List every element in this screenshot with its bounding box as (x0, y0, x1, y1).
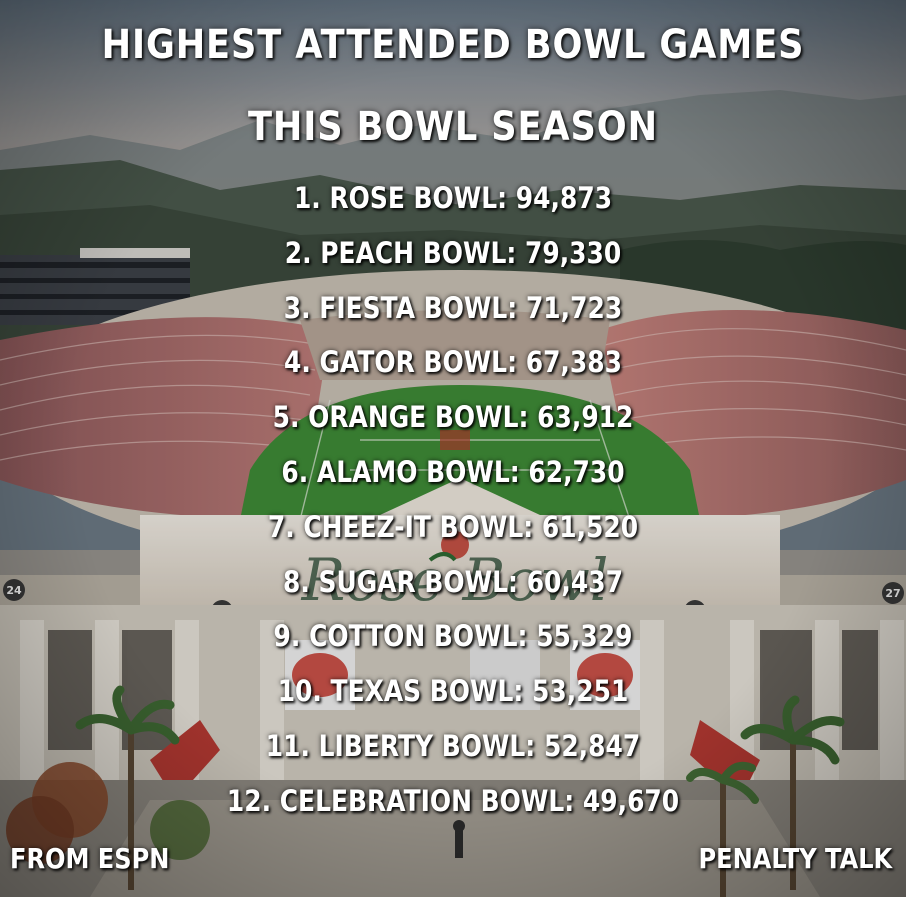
title-line-2: THIS BOWL SEASON (248, 104, 658, 150)
source-credit: FROM ESPN (10, 842, 170, 875)
ranking-item-9: 9. COTTON BOWL: 55,329 (273, 619, 633, 654)
ranking-item-11: 11. LIBERTY BOWL: 52,847 (265, 728, 641, 763)
ranking-item-12: 12. CELEBRATION BOWL: 49,670 (226, 783, 680, 818)
ranking-item-8: 8. SUGAR BOWL: 60,437 (283, 564, 623, 599)
brand-watermark: PENALTY TALK (698, 842, 892, 875)
ranking-item-6: 6. ALAMO BOWL: 62,730 (281, 454, 625, 489)
ranking-item-1: 1. ROSE BOWL: 94,873 (293, 181, 613, 215)
ranking-item-2: 2. PEACH BOWL: 79,330 (284, 235, 622, 270)
title-line-1: HIGHEST ATTENDED BOWL GAMES (101, 22, 805, 68)
ranking-item-5: 5. ORANGE BOWL: 63,912 (272, 400, 634, 435)
ranking-item-7: 7. CHEEZ-IT BOWL: 61,520 (267, 509, 639, 544)
ranking-item-3: 3. FIESTA BOWL: 71,723 (283, 290, 623, 325)
attendance-ranking-list: 1. ROSE BOWL: 94,873 2. PEACH BOWL: 79,3… (0, 178, 906, 836)
ranking-item-10: 10. TEXAS BOWL: 53,251 (277, 674, 629, 709)
ranking-item-4: 4. GATOR BOWL: 67,383 (284, 345, 622, 380)
